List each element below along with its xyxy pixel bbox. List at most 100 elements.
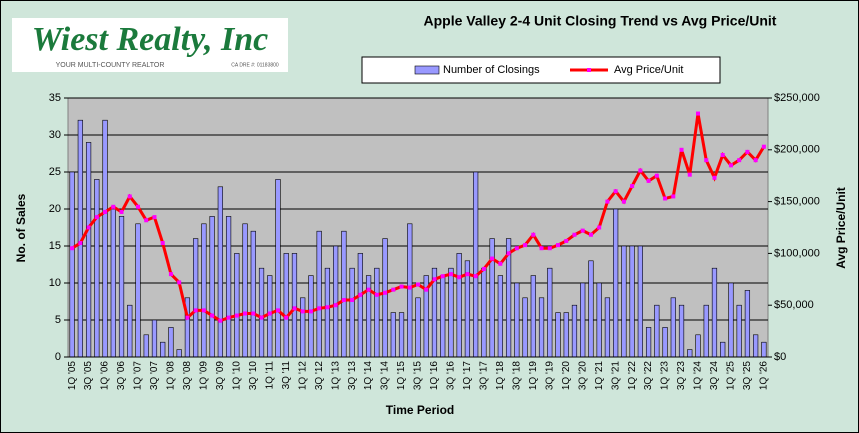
marker [358, 292, 363, 297]
x-tick-label: 1Q '14 [363, 361, 374, 391]
bar [530, 275, 536, 358]
bar [250, 230, 256, 358]
bar [571, 304, 578, 358]
bar [563, 312, 569, 358]
marker [127, 194, 132, 199]
bar [341, 230, 347, 358]
y2-tick-label: $250,000 [774, 92, 820, 104]
marker [177, 280, 182, 285]
marker [481, 266, 486, 271]
marker [646, 178, 651, 183]
x-tick-label: 3Q '08 [182, 361, 193, 391]
bar [654, 304, 660, 358]
bar [604, 297, 611, 358]
marker [654, 173, 659, 178]
marker [234, 313, 239, 318]
bar [151, 319, 158, 358]
marker [753, 158, 758, 163]
y2-tick-label: $150,000 [774, 196, 820, 208]
x-tick-label: 3Q '19 [544, 361, 555, 391]
bar [201, 223, 207, 358]
x-tick-label: 3Q '17 [479, 361, 490, 391]
marker [185, 315, 190, 320]
x-tick-label: 3Q '20 [577, 361, 588, 391]
x-tick-label: 1Q '23 [660, 361, 671, 391]
x-tick-label: 3Q '14 [380, 361, 391, 391]
x-tick-label: 3Q '10 [248, 361, 259, 391]
bar [94, 179, 100, 358]
marker [78, 241, 83, 246]
marker [761, 144, 766, 149]
marker [152, 215, 157, 220]
x-tick-label: 3Q '12 [314, 361, 325, 391]
marker [308, 309, 313, 314]
marker [473, 274, 478, 279]
bar [695, 334, 701, 358]
bar [670, 297, 676, 358]
bar [637, 245, 643, 358]
marker [103, 209, 108, 214]
x-tick-label: 3Q '23 [676, 361, 687, 391]
y2-axis-title: Avg Price/Unit [834, 187, 848, 269]
y2-tick-label: $0 [774, 351, 786, 363]
bar [547, 267, 553, 358]
bar [349, 267, 355, 358]
bar [135, 223, 141, 358]
y-tick-label: 10 [49, 277, 61, 289]
bar [473, 171, 479, 358]
bar [497, 275, 503, 358]
marker [111, 204, 116, 209]
bar [324, 267, 331, 358]
bar [382, 238, 388, 358]
bar [300, 297, 306, 358]
x-tick-label: 1Q '07 [133, 361, 144, 391]
x-tick-label: 3Q '13 [347, 361, 358, 391]
x-tick-label: 3Q '16 [446, 361, 457, 391]
marker [465, 272, 470, 277]
bar [711, 267, 718, 358]
marker [679, 147, 684, 152]
bar [308, 275, 314, 358]
x-tick-label: 3Q '09 [215, 361, 226, 391]
y-tick-label: 5 [55, 314, 61, 326]
marker [119, 209, 124, 214]
marker [440, 274, 445, 279]
bar [645, 327, 652, 358]
x-tick-label: 3Q '21 [610, 361, 621, 391]
bar [143, 334, 149, 358]
bar [267, 275, 273, 358]
bar [127, 304, 133, 358]
bar [596, 282, 602, 358]
legend-label: Number of Closings [443, 64, 540, 76]
bar [85, 142, 92, 358]
bar [728, 282, 734, 358]
marker [325, 305, 330, 310]
y-tick-label: 15 [49, 240, 61, 252]
bar [69, 171, 75, 358]
marker [531, 232, 536, 237]
bar [753, 334, 759, 358]
marker [630, 184, 635, 189]
bar [687, 349, 693, 358]
marker [391, 287, 396, 292]
marker [523, 243, 528, 248]
y2-tick-label: $50,000 [774, 299, 814, 311]
bar [621, 245, 627, 358]
bar [357, 253, 363, 358]
bar [703, 304, 709, 358]
marker [333, 303, 338, 308]
bar [613, 208, 619, 358]
bar [580, 282, 586, 358]
bar [744, 290, 751, 358]
x-tick-label: 1Q '26 [759, 361, 770, 391]
marker [374, 292, 379, 297]
x-tick-label: 1Q '06 [100, 361, 111, 391]
bar [333, 245, 339, 358]
marker [564, 238, 569, 243]
marker [490, 256, 495, 261]
marker [597, 225, 602, 230]
marker [588, 232, 593, 237]
marker [728, 163, 733, 168]
y-tick-label: 20 [49, 203, 61, 215]
